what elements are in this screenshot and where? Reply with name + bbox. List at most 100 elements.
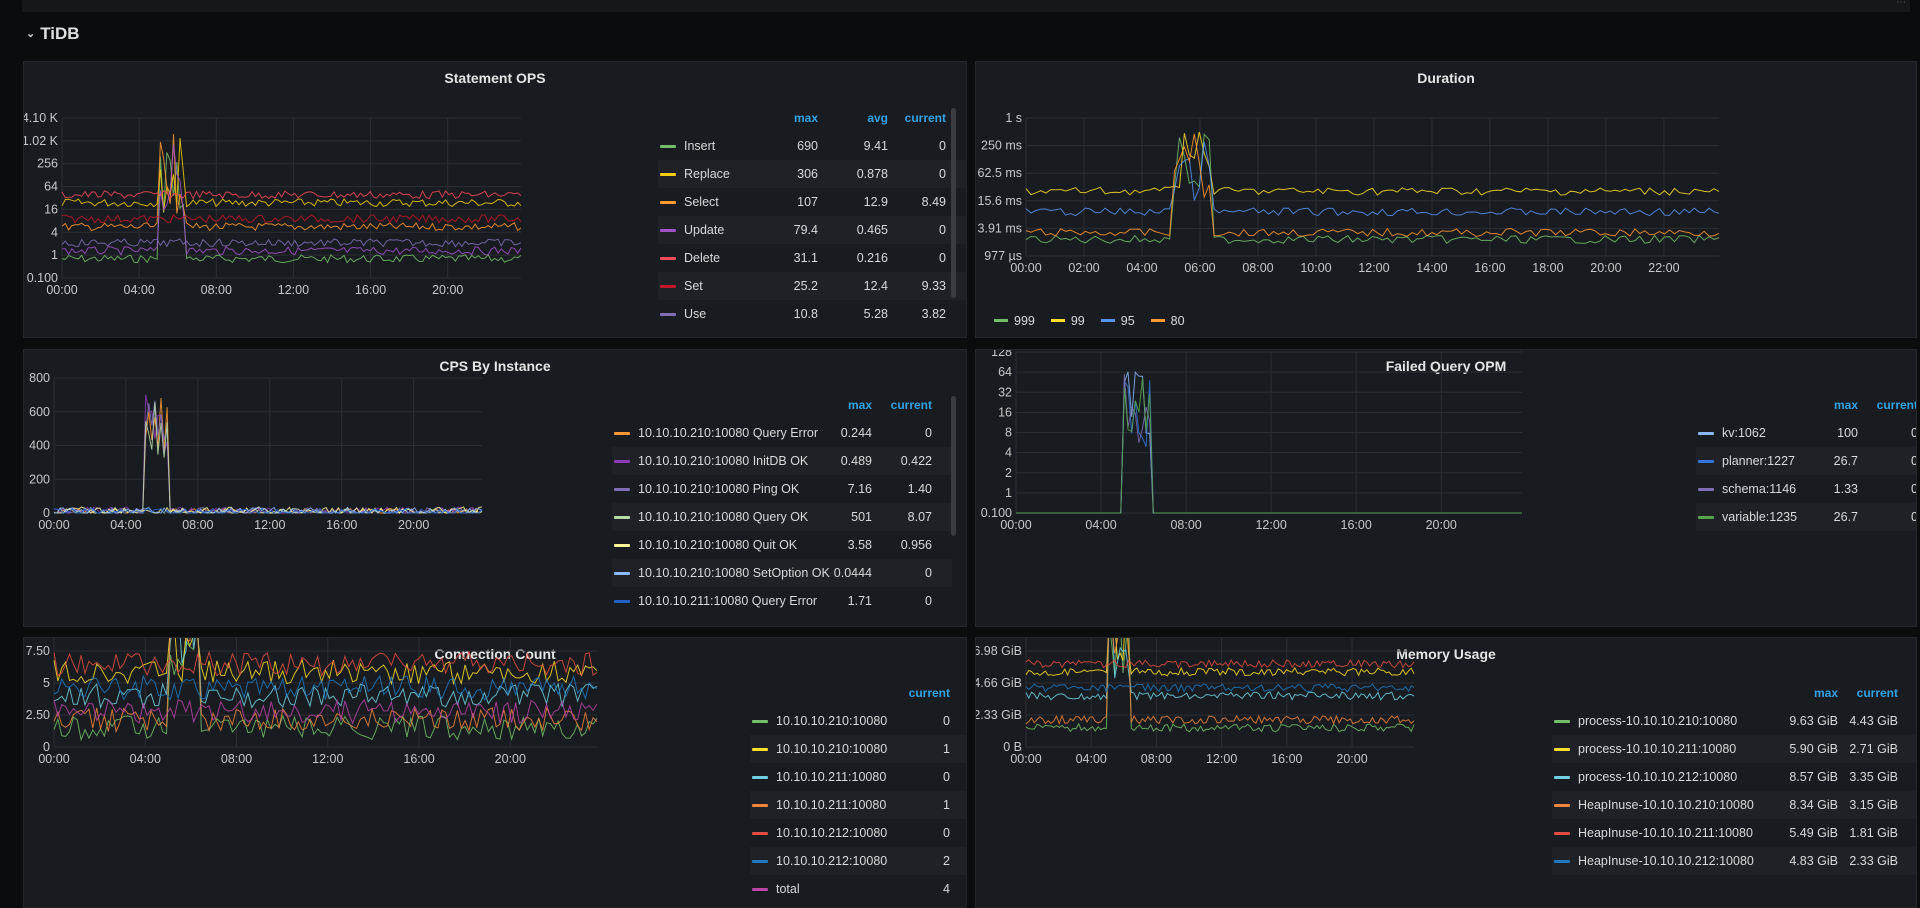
legend-row[interactable]: Use 10.8 5.28 3.82 [658,300,966,328]
x-tick-label: 08:00 [1170,518,1201,532]
legend-bottom: 999 99 95 80 [994,314,1201,328]
panel-title[interactable]: Statement OPS [444,70,546,86]
legend-row[interactable]: 10.10.10.212:10080 0 [750,819,966,847]
legend-row[interactable]: kv:1062 100 0 [1696,419,1916,447]
series-line [54,397,483,514]
legend-value-max: 690 [797,139,818,153]
y-tick-label: 0 [43,506,50,520]
legend-header-current[interactable]: current [908,686,950,700]
series-name: Select [684,195,719,209]
legend-value-current: 0 [939,139,946,153]
x-tick-label: 08:00 [182,518,213,532]
legend-header-avg[interactable]: avg [867,111,888,125]
legend-row[interactable]: process-10.10.10.212:10080 8.57 GiB 3.35 G… [1552,763,1916,791]
legend-value-current: 0 [1911,454,1916,468]
legend-row[interactable]: HeapInuse-10.10.10.211:10080 5.49 GiB 1.81… [1552,819,1916,847]
panel-title[interactable]: Connection Count [434,646,556,662]
series-name: process-10.10.10.212:10080 [1578,770,1738,784]
series-swatch [614,432,630,435]
series-swatch [614,600,630,603]
legend-row[interactable]: Insert 690 9.41 0 [658,132,966,160]
legend-row[interactable]: process-10.10.10.211:10080 5.90 GiB 2.71 G… [1552,735,1916,763]
legend-header-max[interactable]: max [847,398,872,412]
legend-scrollbar[interactable] [951,108,956,298]
legend-row[interactable]: planner:1227 26.7 0 [1696,447,1916,475]
legend-row[interactable]: Set 25.2 12.4 9.33 [658,272,966,300]
legend-value-avg: 12.9 [863,195,888,209]
series-line [1025,133,1720,238]
y-tick-label: 0 [43,740,50,754]
series-swatch [614,488,630,491]
drag-handle-icon[interactable]: ⋯ [1896,0,1906,8]
legend-item[interactable]: 999 [994,314,1035,328]
legend-table: max current 10.10.10.210:10080 Query Error… [612,391,952,615]
y-tick-label: 2 [1005,466,1012,480]
series-line [61,238,522,248]
legend-row[interactable]: 10.10.10.210:10080 Query Error 0.244 0 [612,419,952,447]
legend-row[interactable]: total 4 [750,875,966,903]
panel-title[interactable]: Duration [1417,70,1475,86]
legend-value-avg: 12.4 [863,279,888,293]
panel-title[interactable]: Memory Usage [1396,646,1496,662]
legend-row[interactable]: 10.10.10.211:10080 Query Error 1.71 0 [612,587,952,615]
legend-row[interactable]: 10.10.10.210:10080 Quit OK 3.58 0.956 [612,531,952,559]
legend-item[interactable]: 80 [1150,314,1185,328]
legend-header-max[interactable]: max [1833,398,1858,412]
graph-duration[interactable]: 1 s 250 ms 62.5 ms 15.6 ms 3.91 ms 977 µs00:0… [976,62,1917,338]
legend-row[interactable]: HeapInuse-10.10.10.212:10080 4.83 GiB 2.33… [1552,847,1916,875]
panel-title[interactable]: Failed Query OPM [1385,358,1507,374]
series-name: process-10.10.10.210:10080 [1578,714,1738,728]
legend-header-current[interactable]: current [904,111,946,125]
legend-header: max current [1696,391,1917,419]
legend-row[interactable]: 10.10.10.212:10080 2 [750,847,966,875]
series-line [1025,638,1415,725]
legend-item[interactable]: 99 [1050,314,1085,328]
legend-row[interactable]: 10.10.10.210:10080 0 [750,707,966,735]
x-tick-label: 10:00 [1300,261,1331,275]
legend-value-current: 3.35 GiB [1849,770,1898,784]
x-tick-label: 04:00 [130,752,161,766]
y-tick-label: 8 [1005,426,1012,440]
row-title: TiDB [40,24,80,43]
legend-value-max: 100 [1837,426,1858,440]
legend-row[interactable]: Select 107 12.9 8.49 [658,188,966,216]
series-name: kv:1062 [1722,426,1766,440]
legend-row[interactable]: 10.10.10.210:10080 SetOption OK 0.0444 0 [612,559,952,587]
legend-row[interactable]: 10.10.10.210:10080 Ping OK 7.16 1.40 [612,475,952,503]
panel-cps-by-instance: CPS By Instance 800 600 400 200 0 00:00 04:00 0… [23,349,967,627]
legend-row[interactable]: Update 79.4 0.465 0 [658,216,966,244]
legend-header-current[interactable]: current [890,398,932,412]
legend-header-current[interactable]: current [1856,686,1898,700]
legend-row[interactable]: 10.10.10.211:10080 1 [750,791,966,819]
legend-value-current: 0.422 [900,454,932,468]
series-line [1025,131,1720,196]
legend-row[interactable]: variable:1235 26.7 0 [1696,503,1916,531]
legend-header-current[interactable]: current [1876,398,1917,412]
legend-row[interactable]: Delete 31.1 0.216 0 [658,244,966,272]
series-swatch [752,748,768,751]
legend-row[interactable]: HeapInuse-10.10.10.210:10080 8.34 GiB 3.15… [1552,791,1916,819]
y-tick-label: 2.33 GiB [975,708,1022,722]
legend-scrollbar[interactable] [951,396,956,536]
legend-row[interactable]: 10.10.10.211:10080 0 [750,763,966,791]
row-header-tidb[interactable]: ⌄ TiDB [26,24,80,44]
collapsed-row-strip[interactable]: ⋯ [22,0,1910,12]
legend-row[interactable]: 10.10.10.210:10080 1 [750,735,966,763]
series-swatch [1698,516,1714,519]
legend-row[interactable]: 10.10.10.210:10080 InitDB OK 0.489 0.422 [612,447,952,475]
legend-row[interactable]: process-10.10.10.210:10080 9.63 GiB 4.43 G… [1552,707,1916,735]
panel-title[interactable]: CPS By Instance [439,358,551,374]
legend-header-max[interactable]: max [793,111,818,125]
legend-header-max[interactable]: max [1813,686,1838,700]
y-tick-label: 128 [991,349,1012,359]
legend-row[interactable]: 10.10.10.210:10080 Query OK 501 8.07 [612,503,952,531]
legend-value-max: 31.1 [793,251,818,265]
legend-row[interactable]: Replace 306 0.878 0 [658,160,966,188]
graph-connection-count[interactable]: 12.5107.5052.50000:0004:0008:0012:0016:0… [24,638,967,908]
legend-row[interactable]: schema:1146 1.33 0 [1696,475,1916,503]
legend-item[interactable]: 95 [1100,314,1135,328]
